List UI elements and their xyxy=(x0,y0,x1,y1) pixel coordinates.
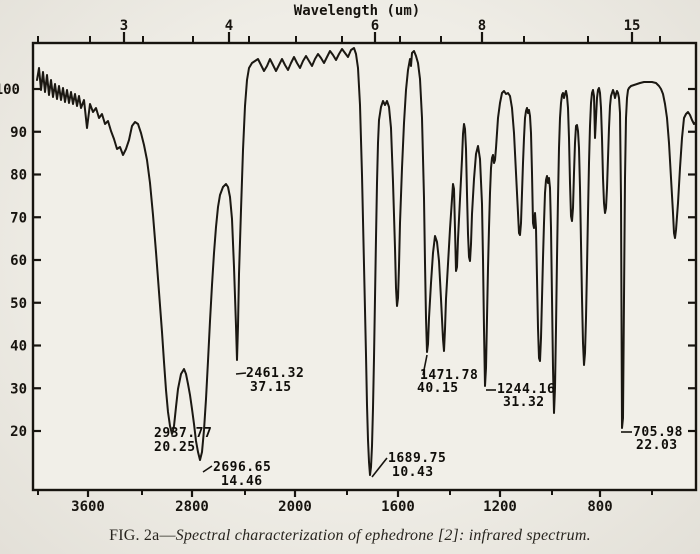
peak-transmittance-label: 31.32 xyxy=(503,395,545,410)
transmittance-tick-label: 50 xyxy=(10,296,27,312)
wavelength-tick-label: 3 xyxy=(120,18,128,34)
wavelength-tick-label: 15 xyxy=(624,18,641,34)
peak-wavenumber-label: 1689.75 xyxy=(388,451,446,466)
transmittance-tick-label: 40 xyxy=(10,339,27,355)
wavelength-tick-label: 4 xyxy=(225,18,233,34)
wavenumber-tick-label: 2800 xyxy=(175,499,209,515)
wavelength-axis-title: Wavelength (um) xyxy=(294,3,420,19)
peak-wavenumber-label: 1471.78 xyxy=(420,368,478,383)
peak-wavenumber-label: 705.98 xyxy=(633,425,683,440)
wavenumber-tick-label: 800 xyxy=(587,499,612,515)
peak-transmittance-label: 37.15 xyxy=(250,380,292,395)
wavenumber-tick-label: 2000 xyxy=(278,499,312,515)
transmittance-tick-label: 20 xyxy=(10,424,27,440)
transmittance-tick-label: 80 xyxy=(10,168,27,184)
peak-wavenumber-label: 1244.16 xyxy=(497,382,555,397)
wavelength-tick-label: 6 xyxy=(371,18,379,34)
transmittance-tick-label: 100 xyxy=(0,82,20,98)
peak-transmittance-label: 40.15 xyxy=(417,381,459,396)
transmittance-tick-label: 30 xyxy=(10,381,27,397)
peak-leader-line xyxy=(235,372,247,375)
figure-caption: FIG. 2a—Spectral characterization of eph… xyxy=(0,527,700,545)
wavenumber-tick-label: 1200 xyxy=(483,499,517,515)
peak-transmittance-label: 14.46 xyxy=(221,474,263,489)
figure-caption-label: FIG. 2a xyxy=(109,527,160,544)
peak-wavenumber-label: 2461.32 xyxy=(246,366,304,381)
peak-wavenumber-label: 2696.65 xyxy=(213,460,271,475)
peak-leader-line xyxy=(202,465,213,473)
peak-transmittance-label: 22.03 xyxy=(636,438,678,453)
transmittance-tick-label: 90 xyxy=(10,125,27,141)
transmittance-tick-label: 60 xyxy=(10,253,27,269)
wavenumber-tick-label: 1600 xyxy=(381,499,415,515)
peak-transmittance-label: 10.43 xyxy=(392,465,434,480)
peak-leader-line xyxy=(422,354,428,376)
wavelength-tick-label: 8 xyxy=(478,18,486,34)
peak-leader-line xyxy=(371,457,388,478)
figure-caption-text: Spectral characterization of ephedrone [… xyxy=(175,527,591,544)
transmittance-tick-label: 70 xyxy=(10,210,27,226)
wavenumber-tick-label: 3600 xyxy=(71,499,105,515)
figure-caption-dash: — xyxy=(159,527,176,544)
spectrum-trace xyxy=(36,47,697,476)
ir-spectrum-chart: Wavelength (um) 3 4 6 8 15 3600 2800 2000 1600 120… xyxy=(0,3,698,515)
peak-wavenumber-label: 2937.77 xyxy=(154,426,212,441)
peak-transmittance-label: 20.25 xyxy=(154,440,196,455)
plot-border xyxy=(31,41,698,492)
